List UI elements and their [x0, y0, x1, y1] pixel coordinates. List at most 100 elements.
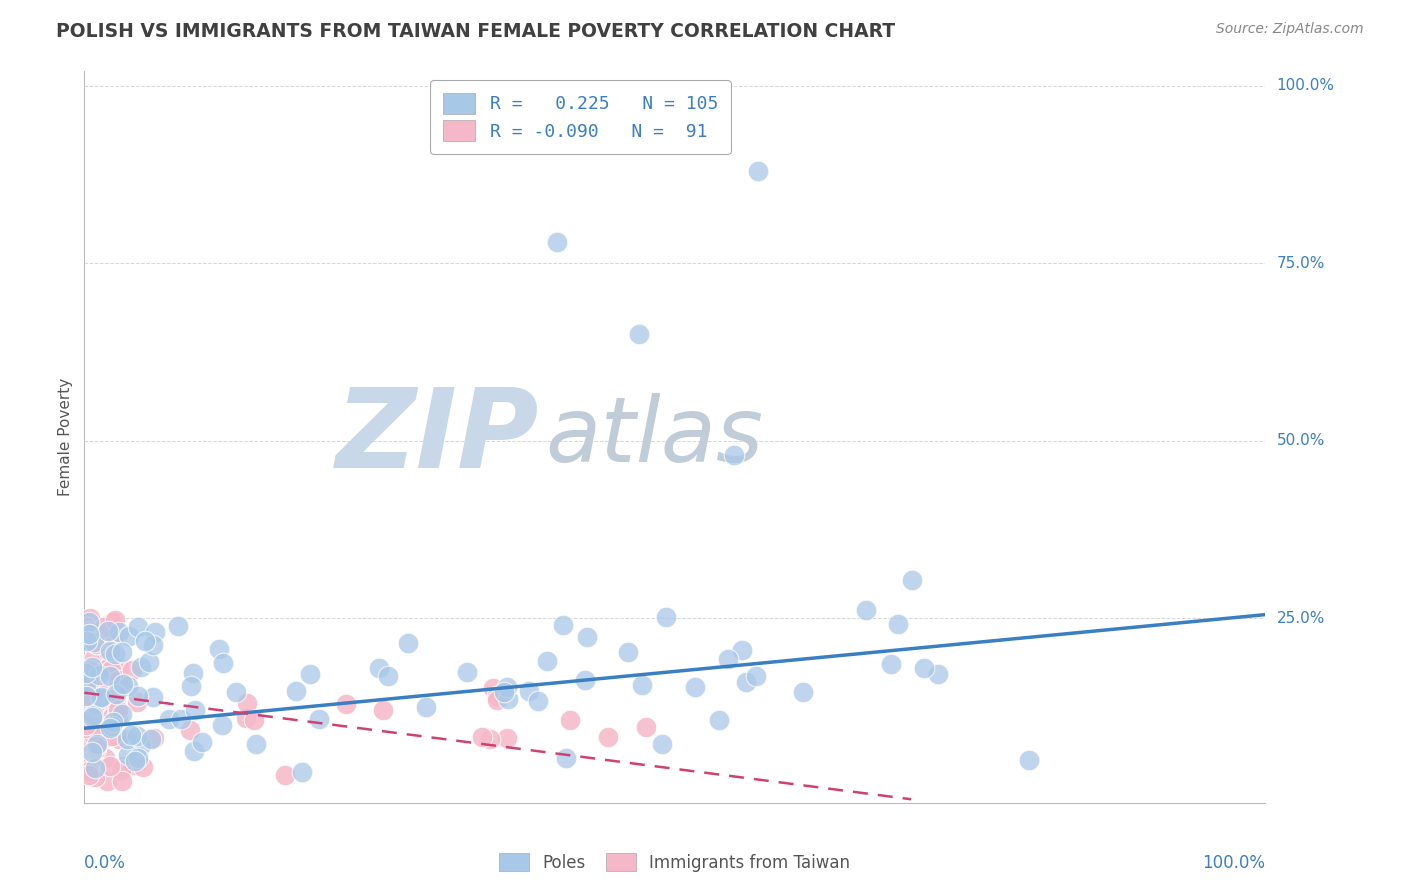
Point	[82, 690, 104, 704]
Point	[717, 651, 740, 665]
Point	[76, 634, 98, 648]
Point	[596, 731, 619, 745]
Point	[179, 723, 201, 737]
Point	[486, 693, 509, 707]
Point	[880, 657, 903, 671]
Point	[125, 729, 148, 743]
Point	[112, 676, 135, 690]
Point	[83, 651, 105, 665]
Point	[110, 674, 132, 689]
Point	[110, 773, 132, 788]
Point	[75, 715, 97, 730]
Point	[90, 663, 112, 677]
Point	[110, 764, 132, 778]
Point	[180, 679, 202, 693]
Legend: Poles, Immigrants from Taiwan: Poles, Immigrants from Taiwan	[492, 847, 858, 879]
Point	[142, 638, 165, 652]
Point	[183, 744, 205, 758]
Point	[536, 654, 558, 668]
Point	[101, 714, 124, 729]
Point	[89, 690, 111, 705]
Point	[131, 760, 153, 774]
Point	[79, 744, 101, 758]
Point	[98, 669, 121, 683]
Point	[97, 660, 120, 674]
Point	[79, 626, 101, 640]
Point	[107, 708, 129, 723]
Point	[83, 697, 105, 711]
Point	[396, 636, 419, 650]
Point	[108, 731, 131, 746]
Point	[527, 694, 550, 708]
Text: 100.0%: 100.0%	[1202, 854, 1265, 872]
Point	[631, 678, 654, 692]
Point	[235, 711, 257, 725]
Point	[166, 619, 188, 633]
Point	[142, 690, 165, 704]
Point	[887, 617, 910, 632]
Point	[90, 723, 112, 737]
Text: 0.0%: 0.0%	[84, 854, 127, 872]
Point	[103, 691, 125, 706]
Point	[111, 707, 134, 722]
Point	[104, 613, 127, 627]
Point	[478, 732, 501, 747]
Point	[80, 752, 103, 766]
Point	[723, 448, 745, 462]
Point	[143, 625, 166, 640]
Point	[79, 611, 101, 625]
Point	[127, 695, 149, 709]
Point	[225, 684, 247, 698]
Point	[82, 768, 104, 782]
Point	[83, 744, 105, 758]
Text: atlas: atlas	[546, 393, 763, 481]
Point	[112, 759, 135, 773]
Point	[84, 742, 107, 756]
Point	[617, 645, 640, 659]
Text: 50.0%: 50.0%	[1277, 434, 1324, 448]
Point	[243, 713, 266, 727]
Point	[82, 728, 104, 742]
Point	[127, 620, 149, 634]
Point	[139, 731, 162, 746]
Point	[730, 643, 752, 657]
Text: POLISH VS IMMIGRANTS FROM TAIWAN FEMALE POVERTY CORRELATION CHART: POLISH VS IMMIGRANTS FROM TAIWAN FEMALE …	[56, 22, 896, 41]
Point	[77, 764, 100, 778]
Point	[82, 708, 104, 723]
Point	[745, 668, 768, 682]
Point	[104, 694, 127, 708]
Y-axis label: Female Poverty: Female Poverty	[58, 378, 73, 496]
Point	[181, 666, 204, 681]
Point	[84, 726, 107, 740]
Point	[83, 770, 105, 784]
Point	[517, 683, 540, 698]
Point	[105, 707, 128, 722]
Point	[654, 609, 676, 624]
Point	[77, 768, 100, 782]
Point	[79, 624, 101, 638]
Point	[495, 681, 517, 695]
Point	[496, 731, 519, 745]
Point	[100, 615, 122, 630]
Point	[87, 721, 110, 735]
Point	[86, 737, 108, 751]
Point	[707, 713, 730, 727]
Point	[87, 730, 110, 744]
Point	[555, 751, 578, 765]
Point	[747, 163, 769, 178]
Point	[651, 737, 673, 751]
Point	[191, 735, 214, 749]
Point	[298, 666, 321, 681]
Point	[574, 673, 596, 688]
Point	[634, 720, 657, 734]
Point	[576, 630, 599, 644]
Point	[79, 714, 101, 729]
Point	[86, 720, 108, 734]
Point	[335, 697, 357, 711]
Point	[94, 751, 117, 765]
Point	[76, 691, 98, 706]
Point	[100, 729, 122, 743]
Point	[93, 620, 115, 634]
Point	[75, 690, 97, 704]
Point	[855, 602, 877, 616]
